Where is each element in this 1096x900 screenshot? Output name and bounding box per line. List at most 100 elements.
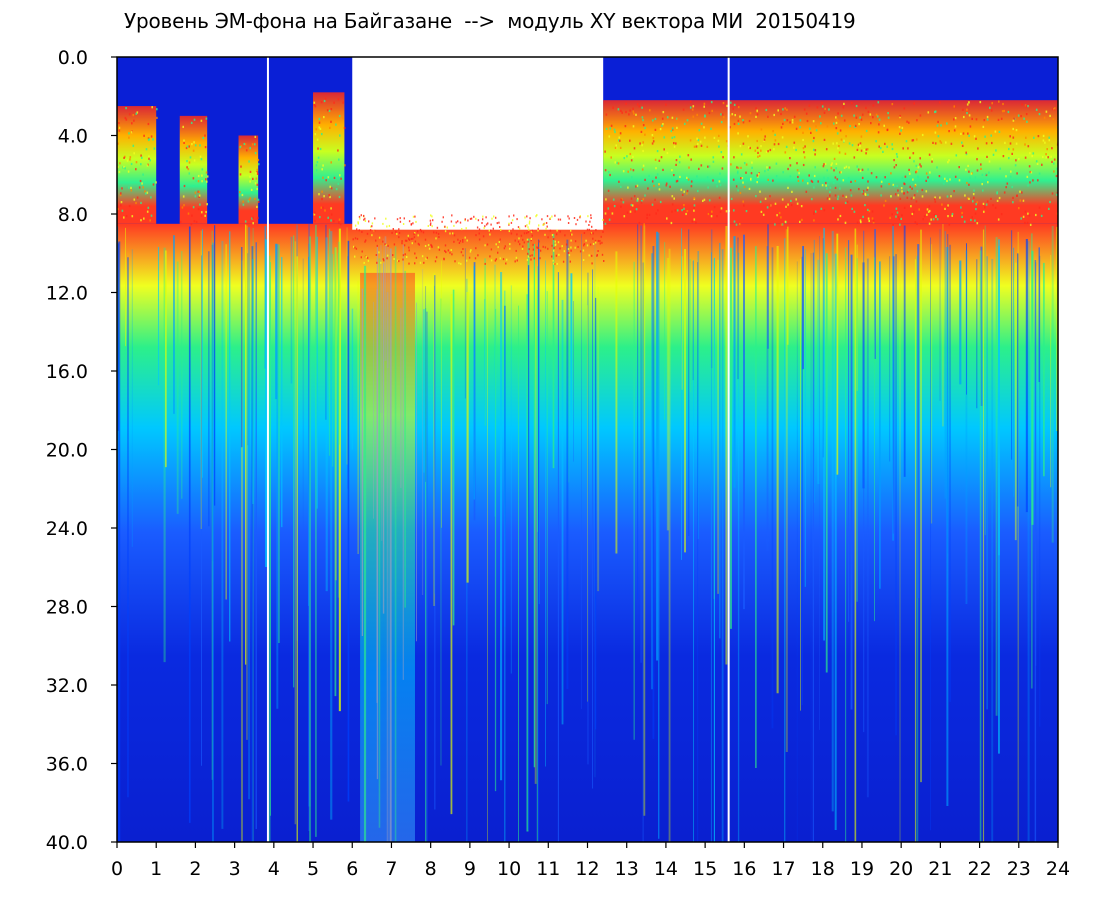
heatmap-speckle — [652, 119, 654, 122]
heatmap-speckle — [817, 180, 819, 183]
heatmap-speckle — [843, 166, 846, 169]
heatmap-speckle — [670, 130, 673, 133]
heatmap-speckle — [337, 98, 340, 101]
heatmap-speckle — [662, 111, 665, 114]
heatmap-speckle — [835, 167, 837, 170]
heatmap-speckle — [571, 233, 573, 236]
heatmap-speckle — [780, 112, 782, 116]
heatmap-speckle — [954, 117, 957, 120]
heatmap-speckle — [422, 231, 425, 234]
heatmap-speckle — [955, 154, 958, 157]
heatmap-speckle — [832, 207, 834, 210]
heatmap-speckle — [950, 195, 952, 198]
heatmap-speckle — [748, 119, 751, 123]
heatmap-speckle — [243, 142, 246, 146]
heatmap-speckle — [371, 225, 373, 228]
heatmap-speckle — [564, 234, 566, 237]
heatmap-speckle — [720, 207, 723, 210]
heatmap-speckle — [555, 254, 558, 257]
heatmap-speckle — [130, 189, 133, 192]
heatmap-speckle — [344, 164, 346, 167]
heatmap-speckle — [414, 240, 417, 243]
heatmap-speckle — [527, 240, 529, 243]
heatmap-speckle — [860, 149, 863, 152]
heatmap-speckle — [683, 204, 685, 207]
heatmap-speckle — [514, 239, 516, 242]
heatmap-speckle — [191, 214, 193, 217]
heatmap-speckle — [832, 142, 834, 145]
heatmap-speckle — [254, 197, 256, 201]
heatmap-speckle — [880, 180, 883, 183]
heatmap-speckle — [188, 161, 191, 164]
heatmap-speckle — [988, 171, 990, 174]
heatmap-speckle — [911, 187, 913, 190]
heatmap-speckle — [466, 239, 468, 242]
heatmap-speckle — [620, 185, 622, 188]
heatmap-speckle — [629, 210, 632, 213]
heatmap-speckle — [433, 231, 435, 234]
heatmap-speckle — [429, 219, 432, 222]
heatmap-speckle — [438, 248, 441, 251]
heatmap-speckle — [659, 200, 662, 204]
heatmap-speckle — [459, 221, 462, 224]
heatmap-speckle — [897, 189, 899, 192]
heatmap-speckle — [254, 143, 256, 146]
heatmap-speckle — [620, 109, 622, 112]
heatmap-speckle — [156, 116, 158, 119]
heatmap-speckle — [805, 190, 808, 193]
heatmap-speckle — [121, 209, 124, 212]
heatmap-speckle — [469, 217, 472, 220]
heatmap-speckle — [908, 168, 910, 171]
heatmap-speckle — [464, 218, 466, 221]
heatmap-speckle — [864, 204, 866, 207]
heatmap-speckle — [403, 217, 405, 220]
heatmap-speckle — [590, 214, 592, 217]
heatmap-speckle — [666, 116, 669, 119]
heatmap-speckle — [413, 233, 415, 236]
heatmap-speckle — [529, 254, 531, 257]
heatmap-speckle — [976, 169, 979, 172]
heatmap-speckle — [861, 190, 864, 193]
heatmap-speckle — [516, 259, 518, 262]
heatmap-speckle — [635, 113, 637, 116]
heatmap-speckle — [835, 162, 838, 165]
heatmap-speckle — [745, 171, 747, 174]
heatmap-speckle — [896, 211, 899, 214]
heatmap-speckle — [1029, 152, 1031, 155]
heatmap-speckle — [1002, 155, 1005, 158]
heatmap-speckle — [629, 139, 631, 142]
heatmap-speckle — [459, 240, 462, 243]
heatmap-speckle — [934, 142, 937, 145]
heatmap-speckle — [520, 234, 523, 237]
heatmap-speckle — [928, 205, 931, 208]
heatmap-speckle — [435, 237, 437, 240]
heatmap-speckle — [780, 126, 783, 129]
heatmap-speckle — [916, 190, 919, 193]
heatmap-speckle — [444, 225, 446, 228]
heatmap-speckle — [315, 164, 318, 167]
heatmap-speckle — [693, 145, 696, 148]
heatmap-speckle — [985, 142, 988, 145]
heatmap-speckle — [499, 257, 501, 260]
heatmap-speckle — [147, 206, 150, 209]
heatmap-speckle — [757, 155, 759, 158]
heatmap-speckle — [194, 191, 197, 194]
heatmap-speckle — [1035, 160, 1038, 163]
heatmap-speckle — [750, 172, 753, 175]
heatmap-speckle — [917, 176, 920, 179]
heatmap-speckle — [1051, 160, 1053, 163]
heatmap-speckle — [453, 224, 455, 227]
heatmap-speckle — [842, 194, 844, 197]
heatmap-speckle — [700, 164, 703, 167]
heatmap-speckle — [365, 239, 367, 242]
heatmap-speckle — [837, 112, 839, 115]
x-tick-label: 16 — [732, 858, 756, 880]
heatmap-speckle — [257, 216, 259, 220]
heatmap-speckle — [926, 208, 929, 211]
heatmap-speckle — [412, 215, 415, 218]
heatmap-speckle — [193, 159, 196, 162]
heatmap-speckle — [745, 210, 748, 213]
heatmap-speckle — [802, 131, 804, 134]
heatmap-speckle — [316, 138, 319, 141]
heatmap-speckle — [872, 219, 875, 222]
